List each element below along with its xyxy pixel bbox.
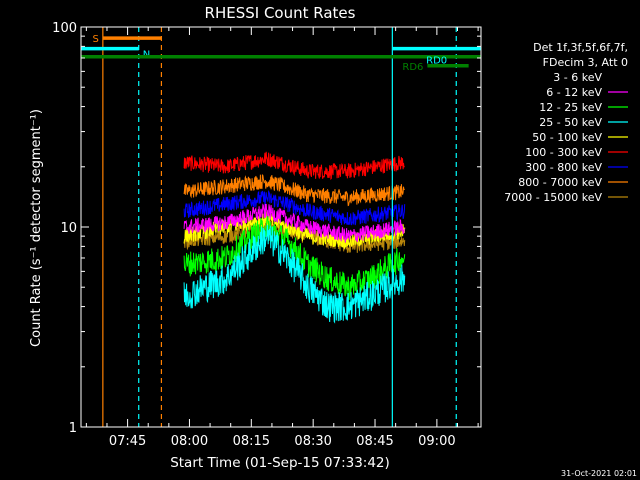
legend-entry-label: 100 - 300 keV [525, 146, 602, 159]
y-axis-label: Count Rate (s⁻¹ detector segment⁻¹) [29, 109, 44, 347]
legend-header: FDecim 3, Att 0 [543, 56, 628, 69]
series-line [183, 224, 406, 324]
legend-entry-label: 800 - 7000 keV [518, 176, 602, 189]
chart-title: RHESSI Count Rates [205, 4, 356, 22]
series-line [183, 151, 405, 180]
y-tick-label: 100 [52, 21, 77, 36]
footer-date: 31-Oct-2021 02:01 [561, 469, 637, 478]
series-line [183, 174, 405, 207]
series-line [183, 115, 406, 141]
y-tick-label: 10 [60, 221, 77, 236]
x-tick-label: 08:00 [171, 434, 208, 449]
x-tick-label: 09:00 [418, 434, 455, 449]
x-tick-label: 08:30 [294, 434, 331, 449]
x-axis-label: Start Time (01-Sep-15 07:33:42) [170, 455, 390, 471]
legend-entry-label: 3 - 6 keV [553, 71, 602, 84]
legend-entry-label: 7000 - 15000 keV [504, 191, 602, 204]
state-bar-label: RD6 [402, 62, 423, 73]
state-bar-label: RD0 [426, 56, 447, 67]
legend-entry-label: 12 - 25 keV [539, 101, 602, 114]
series-line [183, 190, 406, 226]
x-tick-label: 08:45 [356, 434, 393, 449]
axis-layer: 07:45 08:00 08:15 08:30 08:45 09:00 1 10 100 [52, 21, 481, 449]
legend-entry-label: 300 - 800 keV [525, 161, 602, 174]
state-bar-label: S [92, 34, 98, 45]
x-tick-label: 07:45 [109, 434, 146, 449]
series-layer [183, 115, 406, 324]
marker-layer: SNRD0RD6 [81, 27, 481, 427]
legend-entry-label: 50 - 100 keV [532, 131, 602, 144]
y-tick-label: 1 [69, 421, 77, 436]
legend-header: Det 1f,3f,5f,6f,7f, [533, 41, 628, 54]
x-tick-label: 08:15 [233, 434, 270, 449]
legend: Det 1f,3f,5f,6f,7f, FDecim 3, Att 0 3 - 6 … [504, 41, 628, 204]
legend-entry-label: 25 - 50 keV [539, 116, 602, 129]
series-line [183, 215, 406, 301]
legend-entry-label: 6 - 12 keV [546, 86, 602, 99]
series-line [183, 203, 406, 243]
